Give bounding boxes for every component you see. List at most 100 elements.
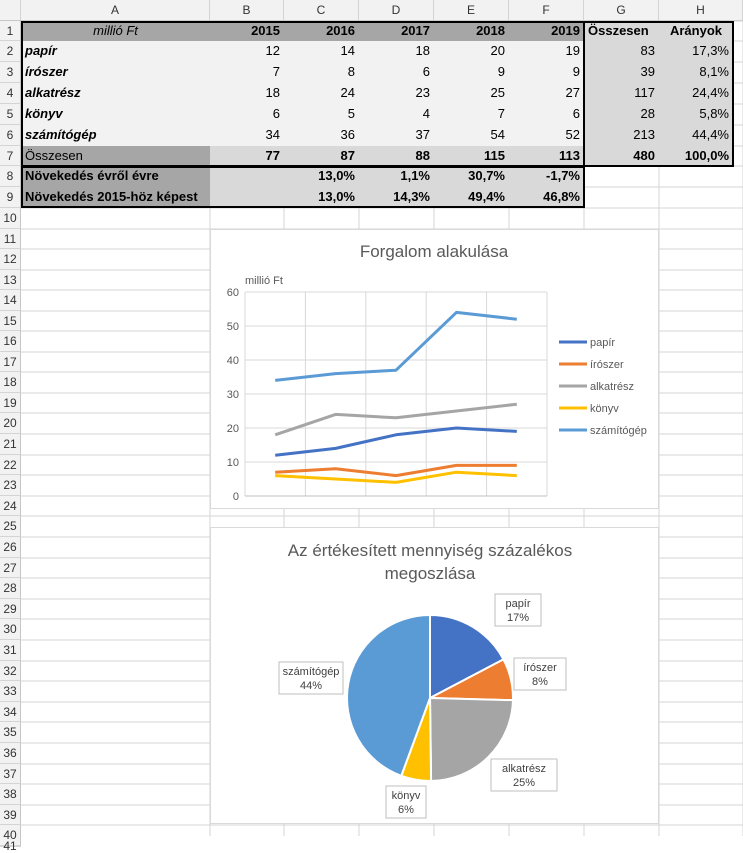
row-header-24[interactable]: 24 (0, 496, 21, 516)
row-header-11[interactable]: 11 (0, 229, 21, 249)
cell-c5[interactable]: 5 (347, 106, 355, 121)
row-header-39[interactable]: 39 (0, 805, 21, 825)
row-header-17[interactable]: 17 (0, 352, 21, 372)
cell-c2[interactable]: 14 (340, 43, 355, 58)
cell-c7[interactable]: 87 (340, 148, 355, 163)
cell-a7[interactable]: Összesen (25, 148, 83, 163)
cell-f6[interactable]: 52 (565, 127, 580, 142)
cell-e6[interactable]: 54 (490, 127, 505, 142)
cell-b1[interactable]: 2015 (251, 23, 280, 38)
column-header-d[interactable]: D (359, 0, 434, 20)
cell-e9[interactable]: 49,4% (468, 189, 505, 204)
cell-d9[interactable]: 14,3% (393, 189, 430, 204)
cell-d5[interactable]: 4 (422, 106, 430, 121)
row-header-9[interactable]: 9 (0, 187, 21, 208)
cell-g2[interactable]: 83 (640, 43, 655, 58)
cell-f5[interactable]: 6 (572, 106, 580, 121)
row-header-29[interactable]: 29 (0, 599, 21, 619)
cell-e1[interactable]: 2018 (476, 23, 505, 38)
cell-c6[interactable]: 36 (340, 127, 355, 142)
cell-h2[interactable]: 17,3% (692, 43, 729, 58)
row-header-32[interactable]: 32 (0, 661, 21, 681)
row-header-36[interactable]: 36 (0, 743, 21, 764)
column-header-f[interactable]: F (509, 0, 584, 20)
row-header-6[interactable]: 6 (0, 125, 21, 146)
row-header-16[interactable]: 16 (0, 331, 21, 352)
row-header-33[interactable]: 33 (0, 681, 21, 702)
cell-b2[interactable]: 12 (265, 43, 280, 58)
row-header-18[interactable]: 18 (0, 372, 21, 393)
cell-d8[interactable]: 1,1% (400, 168, 430, 183)
row-header-31[interactable]: 31 (0, 640, 21, 661)
cell-f4[interactable]: 27 (565, 85, 580, 100)
cell-e7[interactable]: 115 (484, 148, 505, 163)
row-header-22[interactable]: 22 (0, 455, 21, 475)
cell-d4[interactable]: 23 (415, 85, 430, 100)
row-header-27[interactable]: 27 (0, 558, 21, 578)
cell-e2[interactable]: 20 (490, 43, 505, 58)
cell-d3[interactable]: 6 (422, 64, 430, 79)
cell-f3[interactable]: 9 (572, 64, 580, 79)
cell-b6[interactable]: 34 (265, 127, 280, 142)
cell-a3[interactable]: írószer (25, 64, 68, 79)
cell-g6[interactable]: 213 (633, 127, 655, 142)
row-header-3[interactable]: 3 (0, 62, 21, 83)
column-header-h[interactable]: H (659, 0, 743, 20)
cell-b4[interactable]: 18 (265, 85, 280, 100)
row-header-7[interactable]: 7 (0, 146, 21, 166)
cell-a4[interactable]: alkatrész (25, 85, 81, 100)
select-all-corner[interactable] (0, 0, 21, 20)
row-header-35[interactable]: 35 (0, 722, 21, 743)
cell-a6[interactable]: számítógép (25, 127, 97, 142)
row-header-41[interactable]: 41 (0, 840, 21, 852)
row-header-10[interactable]: 10 (0, 208, 21, 229)
row-header-13[interactable]: 13 (0, 270, 21, 290)
cell-h4[interactable]: 24,4% (692, 85, 729, 100)
cell-c1[interactable]: 2016 (326, 23, 355, 38)
cell-c3[interactable]: 8 (347, 64, 355, 79)
row-header-2[interactable]: 2 (0, 41, 21, 62)
cell-f7[interactable]: 113 (559, 148, 580, 163)
cell-a9[interactable]: Növekedés 2015-höz képest (25, 189, 198, 204)
column-header-c[interactable]: C (284, 0, 359, 20)
cell-g4[interactable]: 117 (634, 85, 655, 100)
cell-h1[interactable]: Arányok (669, 23, 723, 38)
cell-b7[interactable]: 77 (265, 148, 280, 163)
column-header-g[interactable]: G (584, 0, 659, 20)
row-header-21[interactable]: 21 (0, 434, 21, 455)
cell-d7[interactable]: 88 (415, 148, 430, 163)
row-header-25[interactable]: 25 (0, 516, 21, 537)
row-header-8[interactable]: 8 (0, 166, 21, 187)
cell-g3[interactable]: 39 (640, 64, 655, 79)
cell-d6[interactable]: 37 (415, 127, 430, 142)
cell-h3[interactable]: 8,1% (699, 64, 729, 79)
cell-g1[interactable]: Összesen (588, 23, 649, 38)
row-header-14[interactable]: 14 (0, 290, 21, 311)
row-header-38[interactable]: 38 (0, 784, 21, 805)
cell-g7[interactable]: 480 (633, 148, 655, 163)
cell-b5[interactable]: 6 (272, 106, 280, 121)
row-header-1[interactable]: 1 (0, 21, 21, 41)
row-header-19[interactable]: 19 (0, 393, 21, 413)
cell-h7[interactable]: 100,0% (684, 148, 729, 163)
line-chart[interactable]: Forgalom alakulása millió Ft 0 10 20 30 40 50… (210, 229, 659, 520)
cell-c9[interactable]: 13,0% (318, 189, 355, 204)
row-header-34[interactable]: 34 (0, 702, 21, 722)
row-header-37[interactable]: 37 (0, 764, 21, 784)
row-header-28[interactable]: 28 (0, 578, 21, 599)
cell-f1[interactable]: 2019 (551, 23, 580, 38)
row-header-5[interactable]: 5 (0, 104, 21, 125)
cell-f9[interactable]: 46,8% (543, 189, 580, 204)
cell-a8[interactable]: Növekedés évről évre (25, 168, 159, 183)
cell-e5[interactable]: 7 (497, 106, 505, 121)
cell-d1[interactable]: 2017 (401, 23, 430, 38)
cell-e4[interactable]: 25 (490, 85, 505, 100)
cell-d2[interactable]: 18 (415, 43, 430, 58)
cell-a5[interactable]: könyv (25, 106, 63, 121)
pie-chart[interactable]: Az értékesített mennyiség százalékos meg… (210, 527, 659, 824)
cell-e3[interactable]: 9 (497, 64, 505, 79)
cell-e8[interactable]: 30,7% (468, 168, 505, 183)
cell-h5[interactable]: 5,8% (699, 106, 729, 121)
cell-a2[interactable]: papír (25, 43, 57, 58)
row-header-23[interactable]: 23 (0, 475, 21, 496)
